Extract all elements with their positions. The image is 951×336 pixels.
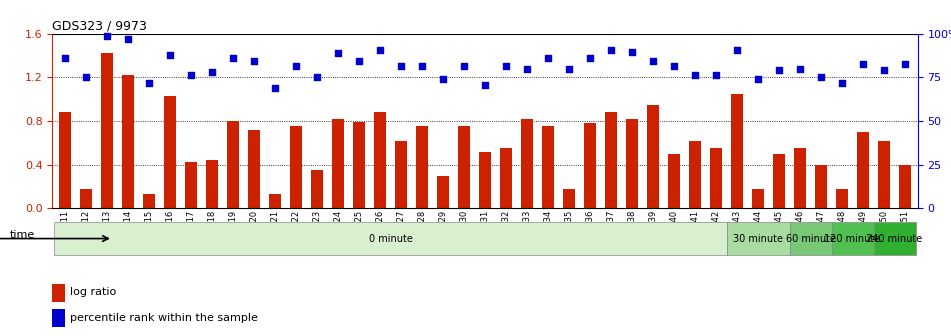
Bar — [311, 170, 322, 208]
Bar — [144, 194, 155, 208]
Bar — [689, 140, 701, 208]
Bar — [815, 165, 826, 208]
Bar — [290, 126, 301, 208]
Bar — [584, 123, 596, 208]
FancyBboxPatch shape — [54, 222, 727, 255]
Point — [309, 75, 324, 80]
Point — [561, 66, 576, 71]
Bar — [52, 284, 66, 302]
Bar — [227, 121, 239, 208]
Bar — [374, 112, 386, 208]
Point — [604, 47, 619, 53]
Point — [121, 36, 136, 42]
Point — [78, 75, 93, 80]
Text: 60 minute: 60 minute — [786, 234, 836, 244]
Bar — [879, 140, 890, 208]
Point — [813, 75, 828, 80]
Bar — [269, 194, 281, 208]
Point — [771, 67, 786, 72]
Bar — [101, 53, 113, 208]
Point — [477, 82, 493, 88]
Bar — [417, 126, 428, 208]
FancyBboxPatch shape — [727, 222, 789, 255]
Text: 0 minute: 0 minute — [369, 234, 413, 244]
Bar — [458, 126, 470, 208]
Bar — [206, 160, 218, 208]
Bar — [710, 148, 722, 208]
FancyBboxPatch shape — [831, 222, 874, 255]
Point — [225, 55, 241, 60]
Point — [540, 55, 555, 60]
Bar — [396, 140, 407, 208]
Text: GDS323 / 9973: GDS323 / 9973 — [52, 19, 147, 33]
Point — [184, 73, 199, 78]
Point — [436, 77, 451, 82]
Bar — [52, 309, 66, 327]
Point — [582, 55, 597, 60]
Bar — [332, 119, 343, 208]
Point — [877, 67, 892, 72]
Point — [708, 73, 724, 78]
Text: 120 minute: 120 minute — [825, 234, 881, 244]
Point — [394, 64, 409, 69]
Bar — [773, 154, 785, 208]
Bar — [500, 148, 512, 208]
Bar — [731, 94, 743, 208]
Point — [142, 80, 157, 85]
Bar — [648, 104, 659, 208]
Bar — [900, 165, 911, 208]
Text: percentile rank within the sample: percentile rank within the sample — [69, 313, 258, 323]
Point — [729, 47, 745, 53]
Bar — [479, 152, 491, 208]
Bar — [563, 189, 574, 208]
Point — [330, 50, 345, 56]
Text: time: time — [10, 230, 35, 240]
Point — [519, 66, 534, 71]
Bar — [752, 189, 764, 208]
FancyBboxPatch shape — [874, 222, 916, 255]
Bar — [669, 154, 680, 208]
Point — [625, 49, 640, 55]
Point — [646, 58, 661, 64]
Point — [99, 33, 114, 39]
Bar — [857, 132, 869, 208]
Text: 240 minute: 240 minute — [866, 234, 922, 244]
Point — [750, 77, 766, 82]
Bar — [836, 189, 848, 208]
Bar — [605, 112, 617, 208]
Point — [834, 80, 849, 85]
Point — [373, 47, 388, 53]
Bar — [122, 75, 134, 208]
Bar — [59, 112, 70, 208]
Point — [688, 73, 703, 78]
Bar — [353, 122, 365, 208]
Point — [163, 53, 178, 58]
Bar — [542, 126, 553, 208]
Point — [351, 58, 366, 64]
Point — [856, 61, 871, 67]
Bar — [80, 189, 91, 208]
Point — [792, 66, 807, 71]
Point — [415, 64, 430, 69]
Point — [246, 58, 262, 64]
Bar — [627, 119, 638, 208]
Text: 30 minute: 30 minute — [733, 234, 783, 244]
Bar — [248, 130, 260, 208]
Bar — [165, 96, 176, 208]
Bar — [521, 119, 533, 208]
Point — [57, 55, 72, 60]
Point — [898, 61, 913, 67]
Bar — [794, 148, 805, 208]
Point — [288, 64, 303, 69]
Bar — [437, 175, 449, 208]
Point — [667, 64, 682, 69]
FancyBboxPatch shape — [789, 222, 831, 255]
Point — [498, 64, 514, 69]
Point — [204, 69, 220, 75]
Point — [267, 85, 282, 91]
Text: log ratio: log ratio — [69, 288, 116, 297]
Bar — [185, 163, 197, 208]
Point — [456, 64, 472, 69]
